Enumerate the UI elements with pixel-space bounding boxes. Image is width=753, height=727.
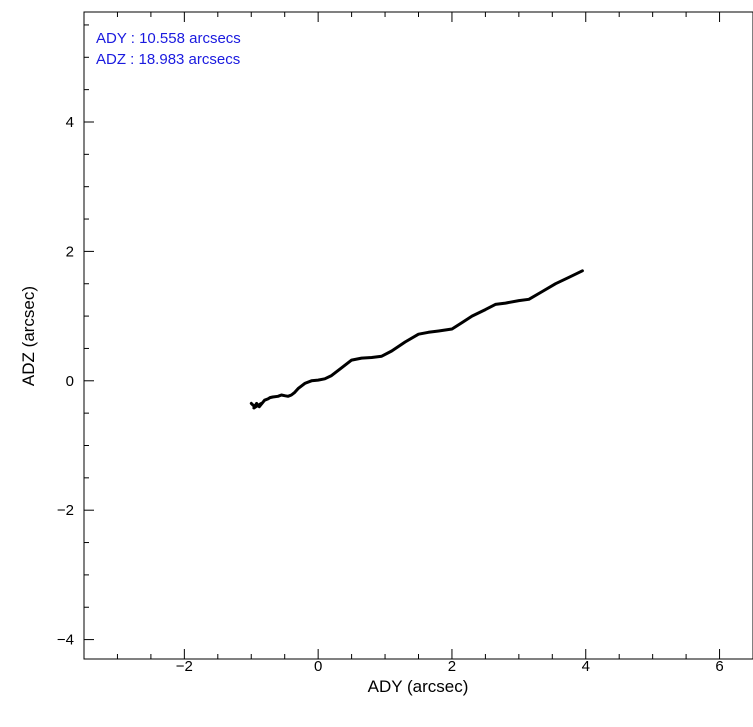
- y-tick-label: 2: [66, 243, 74, 260]
- y-tick-label: −4: [57, 632, 74, 649]
- y-tick-label: 4: [66, 114, 74, 131]
- annotation-adz: ADZ : 18.983 arcsecs: [96, 51, 240, 68]
- x-tick-label: 0: [314, 658, 322, 675]
- x-axis-label: ADY (arcsec): [368, 677, 469, 696]
- annotation-ady: ADY : 10.558 arcsecs: [96, 30, 241, 47]
- tick-marks: [83, 12, 753, 659]
- x-tick-label: 4: [582, 658, 590, 675]
- trajectory-line: [249, 269, 584, 410]
- y-tick-labels: −4 −2 0 2 4: [57, 114, 74, 649]
- y-axis-label: ADZ (arcsec): [19, 286, 38, 386]
- y-tick-label: 0: [66, 373, 74, 390]
- x-tick-label: −2: [176, 658, 193, 675]
- x-tick-label: 2: [448, 658, 456, 675]
- y-tick-label: −2: [57, 502, 74, 519]
- x-tick-label: 6: [715, 658, 723, 675]
- x-tick-labels: −2 0 2 4 6: [176, 658, 724, 675]
